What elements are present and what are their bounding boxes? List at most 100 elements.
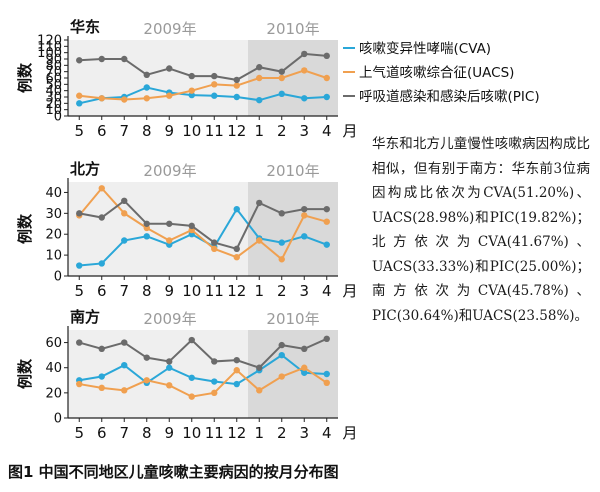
- data-point: [256, 74, 263, 82]
- data-point: [301, 212, 308, 219]
- y-tick-label: 100: [37, 46, 62, 61]
- data-point: [166, 92, 173, 99]
- data-point: [256, 387, 263, 394]
- series-2: [76, 185, 330, 263]
- x-tick-label: 1: [254, 424, 264, 442]
- y-tick-label: 50: [45, 78, 62, 93]
- data-point: [98, 95, 105, 102]
- data-point: [143, 220, 150, 227]
- data-point: [301, 369, 308, 376]
- data-point: [278, 256, 285, 263]
- data-point: [121, 362, 128, 369]
- chart-panel-1: 2009年 2010年华东0102030405060708090100110120…: [16, 18, 358, 140]
- y-tick-label: 10: [45, 249, 62, 264]
- data-point: [188, 336, 195, 344]
- data-point: [166, 65, 173, 72]
- y-tick-label: 70: [45, 65, 62, 80]
- y-tick-label: 80: [45, 59, 62, 74]
- data-point: [188, 393, 195, 400]
- series-line: [79, 353, 327, 386]
- data-point: [121, 55, 128, 63]
- year-label-2009: 2009年: [143, 310, 196, 328]
- x-tick-label: 5: [74, 122, 84, 140]
- x-tick-label: 8: [142, 282, 152, 300]
- data-point: [98, 384, 105, 392]
- data-point: [121, 96, 128, 103]
- data-point: [233, 93, 240, 101]
- series-line: [79, 199, 327, 251]
- data-point: [233, 76, 240, 84]
- year-label-2010: 2010年: [266, 310, 319, 328]
- data-point: [256, 199, 263, 207]
- data-point: [233, 356, 240, 364]
- series-line: [79, 86, 327, 105]
- series-line: [78, 186, 328, 261]
- data-point: [76, 262, 83, 269]
- y-tick-label: 40: [45, 361, 62, 376]
- x-tick-label: 3: [299, 282, 309, 300]
- data-point: [278, 74, 285, 82]
- data-point: [98, 345, 105, 353]
- data-point: [323, 205, 330, 213]
- data-point: [121, 237, 128, 244]
- data-point: [166, 382, 173, 389]
- series-line: [79, 52, 327, 81]
- x-tick-label: 7: [119, 122, 129, 140]
- data-point: [211, 245, 218, 253]
- data-point: [256, 237, 263, 244]
- y-tick-label: 40: [45, 186, 62, 201]
- data-point: [98, 55, 105, 63]
- data-point: [233, 82, 240, 89]
- data-point: [121, 387, 128, 394]
- data-point: [188, 72, 195, 80]
- series-2: [76, 364, 330, 400]
- data-point: [323, 74, 330, 82]
- x-tick-label: 11: [205, 122, 224, 140]
- legend-item: 呼吸道感染和感染后咳嗽(PIC): [343, 88, 540, 105]
- x-tick-label: 8: [142, 122, 152, 140]
- y-tick-label: 10: [45, 103, 62, 118]
- data-point: [278, 351, 285, 359]
- x-tick-label: 6: [97, 122, 107, 140]
- x-tick-label: 9: [164, 424, 174, 442]
- y-tick-label: 60: [45, 336, 62, 351]
- data-point: [143, 354, 150, 361]
- x-tick-label: 12: [227, 122, 246, 140]
- x-tick-label: 2: [277, 122, 287, 140]
- year-label-2010: 2010年: [266, 20, 319, 38]
- x-tick-label: 8: [142, 424, 152, 442]
- y-tick-label: 0: [54, 270, 62, 285]
- y-tick-label: 0: [54, 412, 62, 427]
- data-point: [301, 345, 308, 353]
- x-tick-label: 11: [205, 424, 224, 442]
- x-tick-label: 11: [205, 282, 224, 300]
- data-point: [323, 218, 330, 225]
- x-tick-label: 4: [322, 122, 332, 140]
- figure-canvas: 2009年 2010年华东0102030405060708090100110120…: [16, 18, 540, 442]
- data-point: [211, 81, 218, 88]
- data-point: [98, 260, 105, 267]
- figure-caption: 图1 中国不同地区儿童咳嗽主要病因的按月分布图: [8, 463, 339, 481]
- plot-bg-2009: [68, 182, 248, 276]
- data-point: [233, 254, 240, 261]
- legend-label: 呼吸道感染和感染后咳嗽(PIC): [359, 88, 540, 105]
- data-point: [323, 93, 330, 101]
- y-axis-label: 例数: [16, 62, 34, 93]
- series-line: [79, 366, 328, 398]
- legend-item: 咳嗽变异性哮喘(CVA): [343, 40, 491, 57]
- x-tick-label: 2: [277, 424, 287, 442]
- x-tick-label: 1: [254, 282, 264, 300]
- x-tick-label: 6: [97, 424, 107, 442]
- series-2: [76, 67, 330, 103]
- data-point: [301, 364, 308, 371]
- data-point: [256, 96, 263, 104]
- panel-title: 北方: [70, 160, 100, 178]
- data-point: [143, 233, 150, 240]
- data-point: [278, 239, 285, 246]
- data-point: [76, 339, 83, 346]
- data-point: [256, 364, 263, 371]
- data-point: [323, 241, 330, 248]
- data-point: [278, 68, 285, 75]
